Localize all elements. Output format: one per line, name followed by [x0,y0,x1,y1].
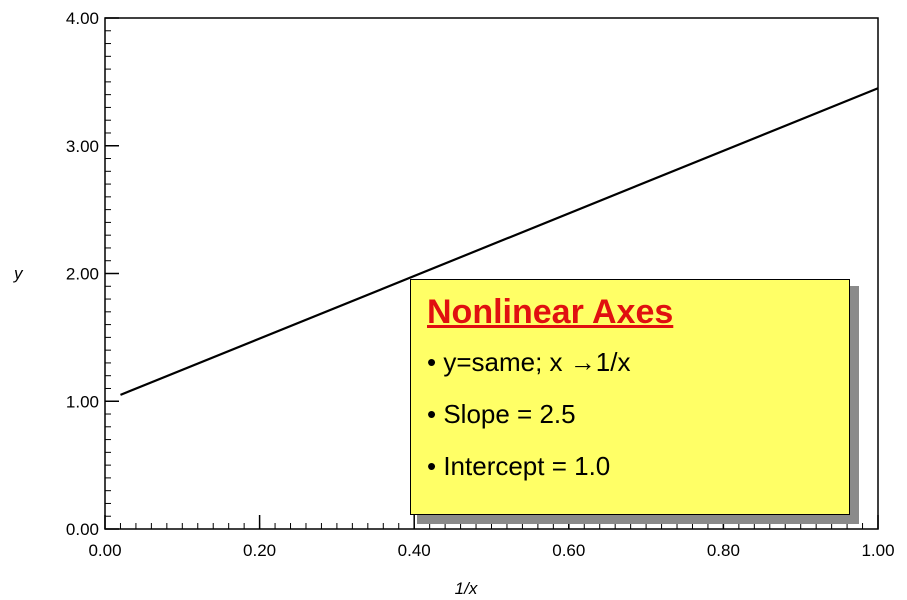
x-tick-label: 0.40 [398,541,431,560]
y-tick-label: 1.00 [66,392,99,411]
x-tick-label: 0.20 [243,541,276,560]
x-tick-label: 0.60 [552,541,585,560]
callout-item-transform: • y=same; x →1/x [427,347,631,377]
y-axis-ticks: 0.00 1.00 2.00 3.00 4.00 [66,9,119,539]
callout-item-slope: • Slope = 2.5 [427,399,576,429]
y-axis-label: y [13,264,24,283]
y-tick-label: 0.00 [66,520,99,539]
y-tick-label: 2.00 [66,265,99,284]
x-tick-label: 0.00 [88,541,121,560]
callout-item-intercept: • Intercept = 1.0 [427,451,611,481]
series-line [120,87,879,396]
x-axis-label: 1/x [455,579,478,598]
x-tick-label: 1.00 [861,541,894,560]
x-tick-label: 0.80 [707,541,740,560]
series-layer [120,87,879,396]
callout-title: Nonlinear Axes [427,293,674,331]
y-tick-label: 4.00 [66,9,99,28]
x-axis-ticks: 0.00 0.20 0.40 0.60 0.80 1.00 [88,515,895,560]
callout-box: Nonlinear Axes • y=same; x →1/x • Slope … [410,279,850,515]
y-tick-label: 3.00 [66,137,99,156]
